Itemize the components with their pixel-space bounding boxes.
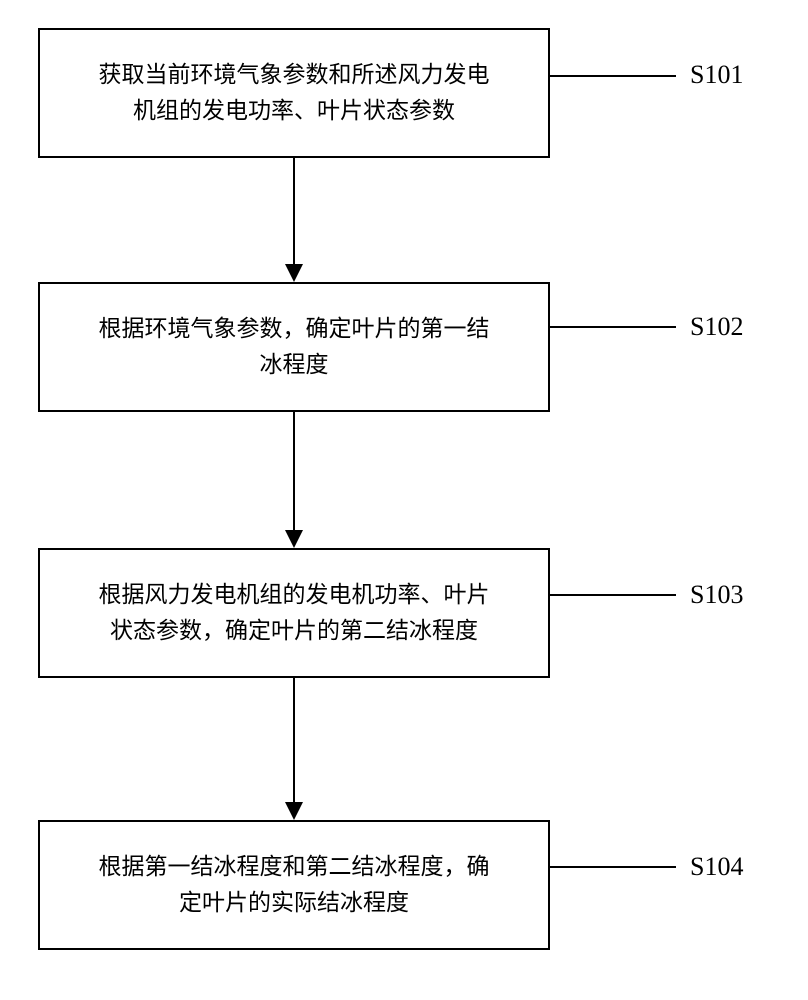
step-label-s102: S102 [690,312,743,342]
flow-arrow [293,158,295,264]
step-label-text: S104 [690,852,743,881]
flow-node-text: 根据风力发电机组的发电机功率、叶片状态参数，确定叶片的第二结冰程度 [99,577,490,648]
arrow-head-icon [285,264,303,282]
leader-line [550,326,676,328]
step-label-text: S103 [690,580,743,609]
flowchart-canvas: 获取当前环境气象参数和所述风力发电机组的发电功率、叶片状态参数 S101 根据环… [0,0,808,1000]
step-label-s104: S104 [690,852,743,882]
arrow-head-icon [285,802,303,820]
flow-arrow [293,678,295,802]
leader-line [550,594,676,596]
flow-node-s101: 获取当前环境气象参数和所述风力发电机组的发电功率、叶片状态参数 [38,28,550,158]
flow-node-text: 根据环境气象参数，确定叶片的第一结冰程度 [99,311,490,382]
step-label-text: S102 [690,312,743,341]
leader-line [550,866,676,868]
arrow-head-icon [285,530,303,548]
leader-line [550,75,676,77]
flow-node-s104: 根据第一结冰程度和第二结冰程度，确定叶片的实际结冰程度 [38,820,550,950]
flow-arrow [293,412,295,530]
flow-node-s102: 根据环境气象参数，确定叶片的第一结冰程度 [38,282,550,412]
step-label-s101: S101 [690,60,743,90]
flow-node-text: 根据第一结冰程度和第二结冰程度，确定叶片的实际结冰程度 [99,849,490,920]
step-label-s103: S103 [690,580,743,610]
step-label-text: S101 [690,60,743,89]
flow-node-text: 获取当前环境气象参数和所述风力发电机组的发电功率、叶片状态参数 [99,57,490,128]
flow-node-s103: 根据风力发电机组的发电机功率、叶片状态参数，确定叶片的第二结冰程度 [38,548,550,678]
